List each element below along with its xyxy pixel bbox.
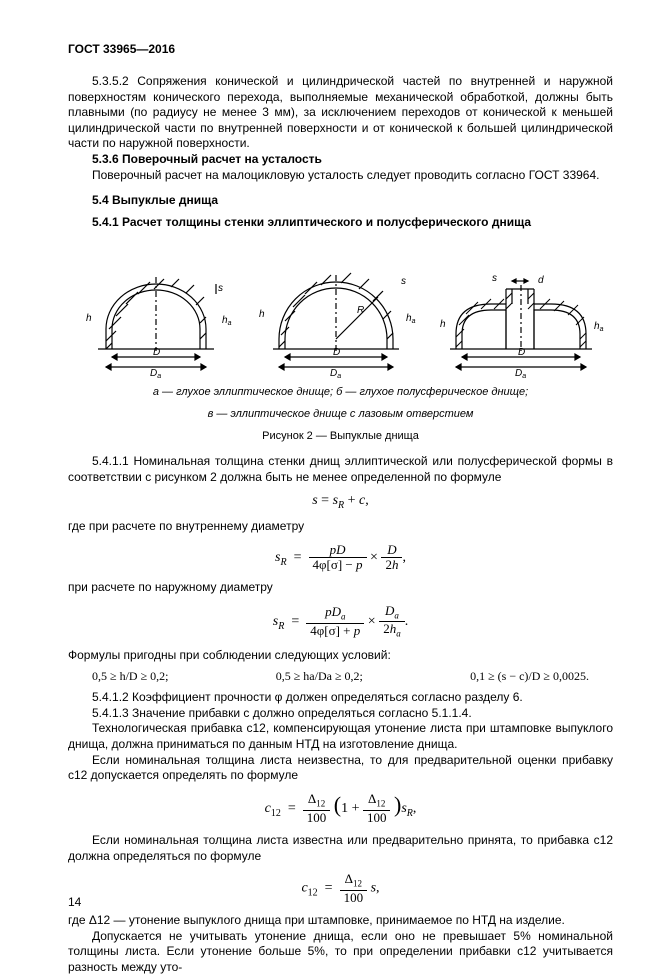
svg-text:D: D (333, 347, 340, 358)
para-5413b: Технологическая прибавка с12, компенсиру… (68, 721, 613, 752)
section-541-title: 5.4.1 Расчет толщины стенки эллиптическо… (68, 215, 613, 229)
figure-label: Рисунок 2 — Выпуклые днища (68, 430, 613, 442)
svg-text:s: s (218, 283, 223, 294)
svg-text:s: s (492, 273, 497, 284)
para-5411: 5.4.1.1 Номинальная толщина стенки днищ … (68, 454, 613, 485)
figure-b-svg: D Dа R s h hа б (251, 239, 421, 379)
page-number: 14 (68, 895, 81, 909)
svg-text:h: h (440, 319, 446, 330)
para-536-body: Поверочный расчет на малоцикловую устало… (68, 168, 613, 184)
text-inner: где при расчете по внутреннему диаметру (68, 519, 613, 535)
svg-text:h: h (259, 309, 265, 320)
formula-1: s = sR + c, (68, 493, 613, 511)
conditions-row: 0,5 ≥ h/D ≥ 0,2; 0,5 ≥ hа/Dа ≥ 0,2; 0,1 … (68, 669, 613, 684)
figure-v-label: в (518, 377, 525, 379)
para-5413d: Если номинальная толщина листа известна … (68, 833, 613, 864)
svg-text:hа: hа (222, 315, 232, 327)
figure-row: D Dа s h hа а (68, 239, 613, 379)
figure-b-label: б (333, 377, 341, 379)
formula-2: sR = pD4φ[σ] − p × D2h, (68, 543, 613, 573)
figure-a-label: а (153, 377, 160, 379)
page: ГОСТ 33965—2016 5.3.5.2 Сопряжения конич… (0, 0, 661, 935)
para-5352: 5.3.5.2 Сопряжения конической и цилиндри… (68, 74, 613, 152)
para-536-title-text: 5.3.6 Поверочный расчет на усталость (92, 152, 322, 166)
formula-4: c12 = Δ12100 (1 + Δ12100 )sR, (68, 792, 613, 825)
para-last: Допускается не учитывать утонение днища,… (68, 929, 613, 975)
svg-text:d: d (538, 275, 544, 286)
svg-text:D: D (518, 347, 525, 358)
cond-2: 0,5 ≥ hа/Dа ≥ 0,2; (276, 669, 363, 684)
cond-1: 0,5 ≥ h/D ≥ 0,2; (92, 669, 169, 684)
para-5413c: Если номинальная толщина листа неизвестн… (68, 753, 613, 784)
para-5412: 5.4.1.2 Коэффициент прочности φ должен о… (68, 690, 613, 706)
text-outer: при расчете по наружному диаметру (68, 580, 613, 596)
svg-text:hа: hа (594, 321, 604, 333)
cond-3: 0,1 ≥ (s − c)/D ≥ 0,0025. (470, 669, 589, 684)
formula-5: c12 = Δ12100 s, (68, 872, 613, 905)
figure-caption-2: в — эллиптическое днище с лазовым отверс… (68, 407, 613, 422)
figure-caption-1: а — глухое эллиптическое днище; б — глух… (68, 385, 613, 400)
para-536-title: 5.3.6 Поверочный расчет на усталость (68, 152, 613, 168)
svg-text:D: D (153, 347, 160, 358)
svg-text:R: R (357, 305, 364, 316)
text-cond: Формулы пригодны при соблюдении следующи… (68, 648, 613, 664)
figure-a-svg: D Dа s h hа а (76, 249, 236, 379)
svg-text:hа: hа (406, 313, 416, 325)
svg-text:h: h (86, 313, 92, 324)
figure-v-svg: D Dа d s h hа в (436, 259, 606, 379)
para-5413a: 5.4.1.3 Значение прибавки с должно опред… (68, 706, 613, 722)
section-54-title: 5.4 Выпуклые днища (68, 193, 613, 207)
para-delta: где Δ12 — утонение выпуклого днища при ш… (68, 913, 613, 929)
doc-header: ГОСТ 33965—2016 (68, 42, 613, 56)
svg-text:s: s (401, 276, 406, 287)
formula-3: sR = pDа4φ[σ] + p × Dа2hа. (68, 604, 613, 640)
